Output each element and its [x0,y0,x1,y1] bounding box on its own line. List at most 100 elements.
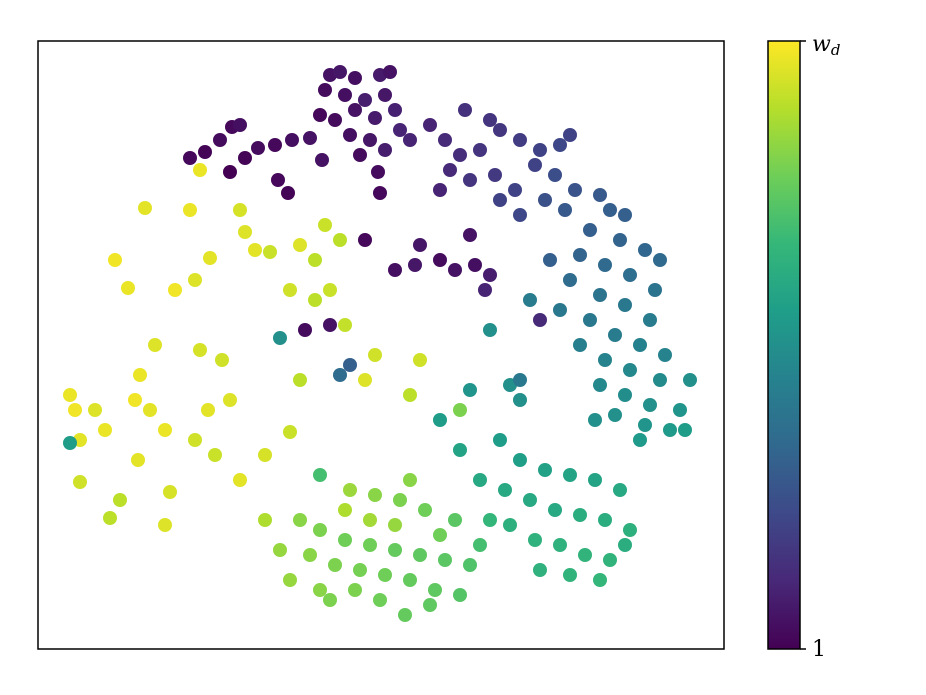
point [588,413,602,427]
point [563,273,577,287]
point [563,468,577,482]
point [201,403,215,417]
point [598,353,612,367]
point [121,281,135,295]
point [678,423,692,437]
point [578,548,592,562]
point [403,133,417,147]
point [281,186,295,200]
point [128,393,142,407]
point [513,453,527,467]
point [238,225,252,239]
point [493,193,507,207]
point [208,448,222,462]
point [613,233,627,247]
point [548,168,562,182]
point [563,568,577,582]
point [273,543,287,557]
point [593,188,607,202]
point [593,378,607,392]
point [368,488,382,502]
point [98,423,112,437]
point [448,513,462,527]
point [343,483,357,497]
point [371,165,385,179]
point [613,483,627,497]
point [533,313,547,327]
point [453,443,467,457]
point [413,353,427,367]
point [328,113,342,127]
point [483,323,497,337]
point [638,243,652,257]
point [368,111,382,125]
point [258,513,272,527]
point [463,383,477,397]
point [633,433,647,447]
point [533,143,547,157]
point [338,88,352,102]
point [523,293,537,307]
point [333,233,347,247]
point [438,133,452,147]
point [588,473,602,487]
point [323,593,337,607]
point [348,103,362,117]
point [483,513,497,527]
point [283,573,297,587]
point [368,348,382,362]
point [508,183,522,197]
point [343,358,357,372]
point [683,373,697,387]
point [183,151,197,165]
point [378,88,392,102]
point [493,433,507,447]
point [308,293,322,307]
point [513,133,527,147]
point [558,203,572,217]
point [618,298,632,312]
point [283,283,297,297]
point [338,533,352,547]
plot-frame [37,40,725,650]
point [363,133,377,147]
point [313,468,327,482]
point [653,253,667,267]
point [348,71,362,85]
point [313,583,327,597]
point [473,538,487,552]
point [363,513,377,527]
point [318,83,332,97]
point [223,165,237,179]
point [308,253,322,267]
point [513,373,527,387]
point [453,403,467,417]
point [293,238,307,252]
point [363,538,377,552]
point [258,448,272,462]
point [453,148,467,162]
point [623,268,637,282]
point [563,128,577,142]
point [523,493,537,507]
point [215,353,229,367]
point [548,503,562,517]
point [498,483,512,497]
point [433,183,447,197]
point [103,511,117,525]
point [315,153,329,167]
point [333,368,347,382]
point [423,598,437,612]
point [608,408,622,422]
point [238,151,252,165]
point [388,518,402,532]
point [458,103,472,117]
point [598,258,612,272]
point [148,338,162,352]
point [533,563,547,577]
point [573,338,587,352]
subscript: d [831,41,841,59]
point [113,493,127,507]
point [478,283,492,297]
point [553,538,567,552]
